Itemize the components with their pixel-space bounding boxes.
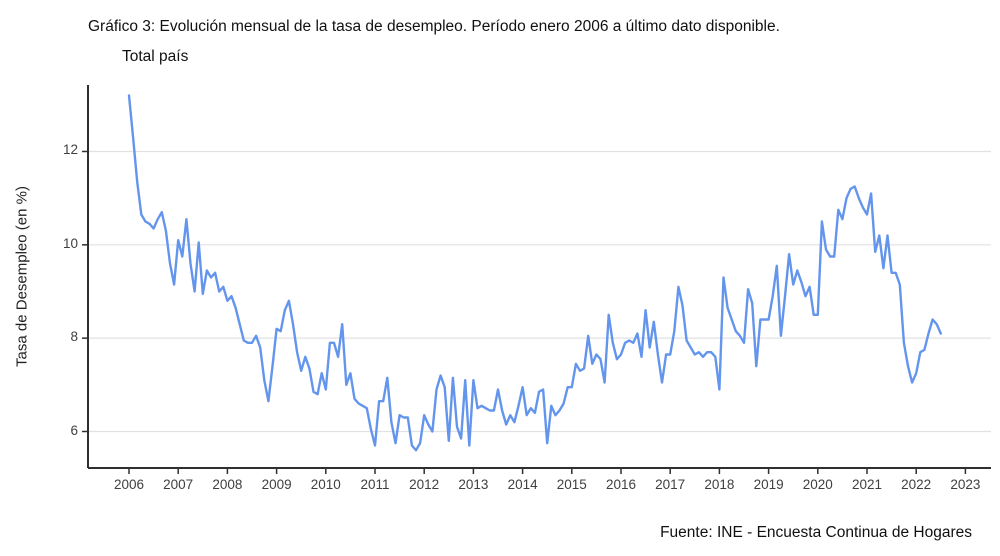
x-tick-label: 2013 (458, 477, 489, 492)
gridlines (88, 150, 991, 433)
x-tick-label: 2016 (605, 477, 637, 492)
x-tick-label: 2014 (507, 477, 538, 492)
y-tick-label: 10 (62, 235, 78, 251)
x-tick-label: 2021 (851, 477, 883, 492)
x-tick-label: 2017 (655, 477, 686, 492)
chart-title: Gráfico 3: Evolución mensual de la tasa … (88, 18, 780, 35)
x-tick-label: 2011 (360, 477, 390, 492)
y-tick-label: 8 (70, 329, 78, 345)
y-tick-label: 12 (62, 142, 78, 158)
unemployment-rate-line (127, 94, 942, 452)
x-tick-label: 2006 (113, 477, 145, 492)
x-tick-label: 2018 (704, 477, 735, 492)
axes (82, 85, 991, 474)
x-tick-label: 2008 (212, 477, 243, 492)
x-tick-label: 2012 (409, 477, 440, 492)
x-tick-label: 2009 (261, 477, 292, 492)
y-tick-label: 6 (70, 422, 78, 438)
x-tick-label: 2010 (310, 477, 341, 492)
x-tick-label: 2023 (950, 477, 981, 492)
x-tick-label: 2015 (556, 477, 587, 492)
source-caption: Fuente: INE - Encuesta Continua de Hogar… (660, 524, 972, 541)
x-tick-label: 2020 (802, 477, 833, 492)
chart-subtitle: Total país (122, 48, 189, 65)
x-tick-label: 2019 (753, 477, 784, 492)
x-tick-label: 2007 (163, 477, 194, 492)
x-tick-label: 2022 (901, 477, 932, 492)
